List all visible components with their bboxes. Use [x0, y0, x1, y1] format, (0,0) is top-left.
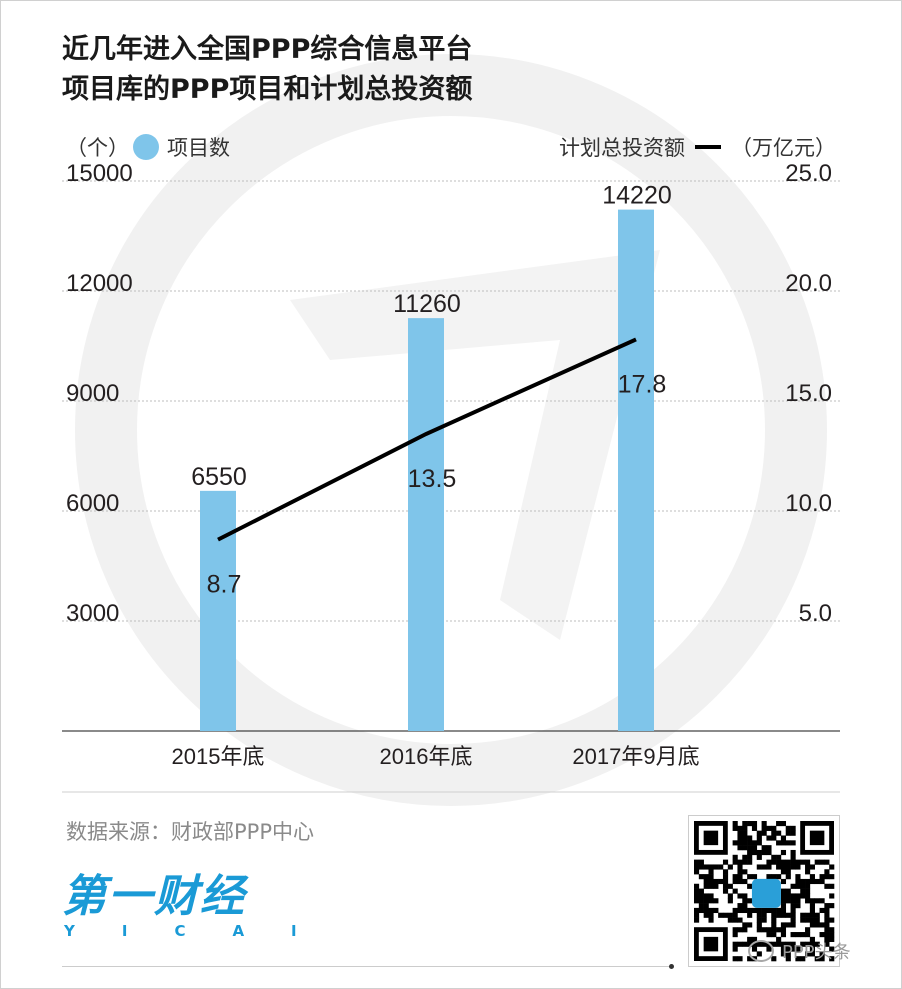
brand-subtitle: YICAI	[64, 922, 344, 940]
line-value-label: 13.5	[408, 465, 457, 493]
chart-title: 近几年进入全国PPP综合信息平台 项目库的PPP项目和计划总投资额	[62, 30, 472, 110]
legend-bar: （个） 项目数	[66, 132, 230, 162]
wechat-account: PPP头条	[748, 938, 851, 964]
y-tick-left: 15000	[66, 160, 133, 187]
y-tick-left: 3000	[66, 600, 119, 627]
bottom-dot	[669, 964, 674, 969]
title-line-1: 近几年进入全国PPP综合信息平台	[62, 34, 473, 65]
y-tick-left: 9000	[66, 380, 119, 407]
line-legend-swatch	[695, 145, 721, 149]
brand-name: 第一财经	[62, 871, 246, 922]
bar-value-label: 6550	[191, 463, 247, 491]
bar	[408, 318, 444, 731]
title-line-2: 项目库的PPP项目和计划总投资额	[62, 74, 473, 105]
line-value-label: 17.8	[618, 370, 667, 398]
wechat-account-name: PPP头条	[782, 942, 851, 963]
bar-legend-swatch	[133, 134, 159, 160]
legend-line: 计划总投资额 （万亿元）	[559, 132, 836, 162]
bar	[200, 490, 236, 731]
line-series	[217, 337, 637, 542]
data-source: 数据来源：财政部PPP中心	[66, 820, 314, 844]
x-tick-label: 2015年底	[172, 744, 265, 769]
x-tick-label: 2016年底	[380, 744, 473, 769]
bar-value-label: 11260	[393, 290, 461, 318]
left-axis-unit: （个）	[66, 136, 129, 160]
bar-value-label: 14220	[602, 182, 672, 210]
y-tick-right: 10.0	[785, 490, 832, 517]
y-tick-right: 25.0	[785, 160, 832, 187]
y-tick-right: 5.0	[799, 600, 832, 627]
y-tick-left: 6000	[66, 490, 119, 517]
line-value-label: 8.7	[207, 571, 242, 599]
chart-canvas: 3000 5.0 6000 10.0 9000 15.0 12000 20.0 15000 25.…	[62, 160, 840, 793]
brand-logo: 第一财经 YICAI	[62, 871, 344, 941]
bottom-divider	[62, 966, 670, 967]
right-axis-unit: （万亿元）	[731, 136, 836, 160]
x-tick-label: 2017年9月底	[572, 744, 699, 769]
y-tick-right: 15.0	[785, 380, 832, 407]
bar-legend-label: 项目数	[167, 136, 230, 160]
y-tick-right: 20.0	[785, 270, 832, 297]
line-legend-label: 计划总投资额	[559, 136, 685, 160]
y-tick-left: 12000	[66, 270, 133, 297]
bar	[618, 209, 654, 732]
wechat-icon	[748, 940, 774, 962]
